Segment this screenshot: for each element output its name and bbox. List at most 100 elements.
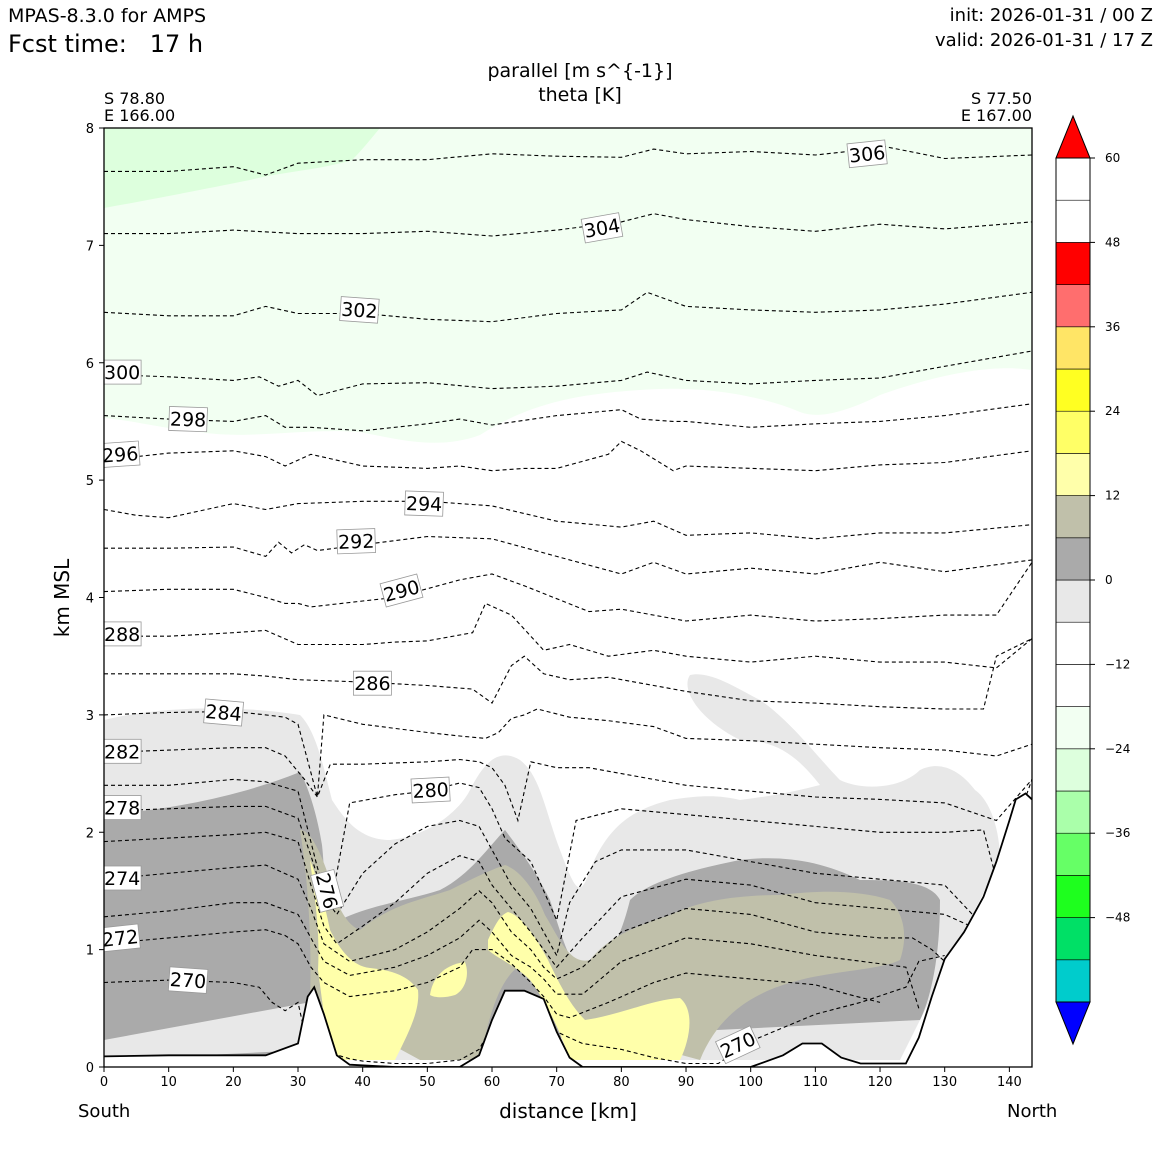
colorbar-bin bbox=[1055, 579, 1091, 623]
x-axis-label: distance [km] bbox=[499, 1099, 637, 1123]
chart-title-theta: theta [K] bbox=[538, 84, 622, 106]
colorbar-tick-label: 48 bbox=[1105, 235, 1120, 249]
theta-label-text: 302 bbox=[340, 299, 378, 323]
theta-label: 276 bbox=[310, 868, 345, 913]
theta-label: 302 bbox=[339, 296, 380, 324]
theta-label: 274 bbox=[104, 865, 142, 891]
colorbar-tick-label: 60 bbox=[1105, 151, 1120, 165]
theta-label-box bbox=[352, 670, 392, 696]
theta-label-text: 290 bbox=[381, 576, 422, 607]
colorbar-bin bbox=[1055, 621, 1091, 665]
theta-label-box bbox=[404, 490, 444, 517]
theta-label-box bbox=[104, 865, 142, 891]
terrain-fill bbox=[104, 793, 1032, 1067]
theta-line bbox=[104, 500, 1032, 540]
theta-line bbox=[104, 778, 1032, 923]
colorbar-bin bbox=[1055, 706, 1091, 750]
theta-label-box bbox=[104, 795, 142, 820]
chart-title-parallel: parallel [m s^{-1}] bbox=[487, 60, 673, 82]
theta-line bbox=[104, 708, 1032, 798]
colorbar-tick-label: −24 bbox=[1105, 742, 1130, 756]
x-tick-label: 80 bbox=[613, 1075, 630, 1090]
init-time: init: 2026-01-31 / 00 Z bbox=[949, 5, 1153, 26]
theta-label-box bbox=[410, 776, 451, 804]
theta-line bbox=[104, 831, 1001, 969]
colorbar-bin bbox=[1055, 410, 1091, 454]
theta-label-box bbox=[104, 923, 141, 953]
y-tick-label: 3 bbox=[86, 709, 94, 724]
theta-label-text: 270 bbox=[169, 969, 207, 993]
x-tick-label: 70 bbox=[548, 1075, 565, 1090]
left-end-lon: E 166.00 bbox=[104, 106, 176, 125]
north-label: North bbox=[1007, 1101, 1058, 1122]
theta-label-text: 284 bbox=[204, 701, 242, 726]
theta-label-box bbox=[167, 966, 209, 994]
colorbar-bin bbox=[1055, 368, 1091, 412]
y-tick-label: 1 bbox=[86, 944, 94, 959]
shade-light-green-top bbox=[104, 128, 1032, 443]
colorbar-bin bbox=[1055, 326, 1091, 370]
x-axis-ticks: 0 10 20 30 40 50 60 70 80 90 100 110 120 130 140 bbox=[100, 1067, 1022, 1090]
y-tick-label: 8 bbox=[86, 122, 94, 137]
theta-label-box bbox=[379, 573, 424, 608]
theta-line bbox=[104, 403, 1032, 432]
theta-label: 278 bbox=[104, 795, 142, 820]
theta-label: 270 bbox=[167, 966, 209, 994]
theta-line bbox=[104, 602, 1032, 669]
x-tick-label: 20 bbox=[225, 1075, 242, 1090]
theta-label-text: 272 bbox=[101, 926, 139, 952]
theta-label-text: 292 bbox=[338, 531, 375, 554]
theta-label-text: 282 bbox=[104, 741, 140, 763]
shade-yellow-1 bbox=[310, 860, 419, 1060]
colorbar-bin bbox=[1055, 495, 1091, 539]
theta-label-text: 288 bbox=[104, 624, 140, 646]
y-axis-ticks: 0 1 2 3 4 5 6 7 8 bbox=[86, 122, 104, 1076]
theta-label-text: 306 bbox=[848, 142, 886, 168]
theta-line bbox=[104, 350, 1032, 397]
theta-label-box bbox=[168, 406, 208, 433]
theta-label-box bbox=[104, 621, 142, 647]
x-tick-label: 100 bbox=[738, 1075, 763, 1090]
theta-label: 286 bbox=[352, 670, 392, 696]
colorbar-bin bbox=[1055, 790, 1091, 834]
theta-label-text: 286 bbox=[354, 673, 390, 695]
theta-label: 292 bbox=[336, 528, 377, 555]
model-name: MPAS-8.3.0 for AMPS bbox=[8, 5, 207, 27]
colorbar-tick-label: 36 bbox=[1105, 320, 1120, 334]
x-tick-label: 60 bbox=[484, 1075, 501, 1090]
x-tick-label: 130 bbox=[932, 1075, 957, 1090]
x-tick-label: 40 bbox=[354, 1075, 371, 1090]
theta-line bbox=[104, 864, 952, 980]
theta-label: 284 bbox=[203, 698, 245, 727]
theta-label-box bbox=[104, 440, 141, 469]
parallel-wind-shading bbox=[104, 128, 1032, 1060]
x-tick-label: 10 bbox=[160, 1075, 177, 1090]
theta-label-box bbox=[104, 738, 142, 764]
shade-yellow-3 bbox=[488, 912, 690, 1060]
colorbar-tick-label: −12 bbox=[1105, 657, 1130, 671]
colorbar-tick-label: 0 bbox=[1105, 573, 1113, 587]
x-tick-label: 110 bbox=[803, 1075, 828, 1090]
theta-contours bbox=[104, 145, 1032, 1065]
theta-label-box bbox=[336, 528, 377, 555]
colorbar-bin bbox=[1055, 284, 1091, 328]
colorbar-extend-high bbox=[1055, 114, 1091, 159]
x-tick-label: 0 bbox=[100, 1075, 108, 1090]
x-tick-label: 90 bbox=[678, 1075, 695, 1090]
x-tick-label: 50 bbox=[419, 1075, 436, 1090]
theta-label: 282 bbox=[104, 738, 142, 764]
y-tick-label: 2 bbox=[86, 826, 94, 841]
shade-green-corner bbox=[104, 128, 380, 208]
x-tick-label: 30 bbox=[290, 1075, 307, 1090]
colorbar-bin bbox=[1055, 664, 1091, 707]
shade-olive-left bbox=[300, 830, 905, 1060]
theta-label-text: 298 bbox=[170, 408, 207, 431]
right-end-lon: E 167.00 bbox=[960, 106, 1032, 125]
theta-label-text: 274 bbox=[104, 868, 140, 890]
theta-label: 300 bbox=[104, 359, 142, 385]
forecast-time: Fcst time: 17 h bbox=[8, 30, 204, 58]
colorbar-tick-label: 12 bbox=[1105, 489, 1120, 503]
theta-line bbox=[104, 902, 920, 1009]
theta-label-box bbox=[104, 359, 142, 385]
